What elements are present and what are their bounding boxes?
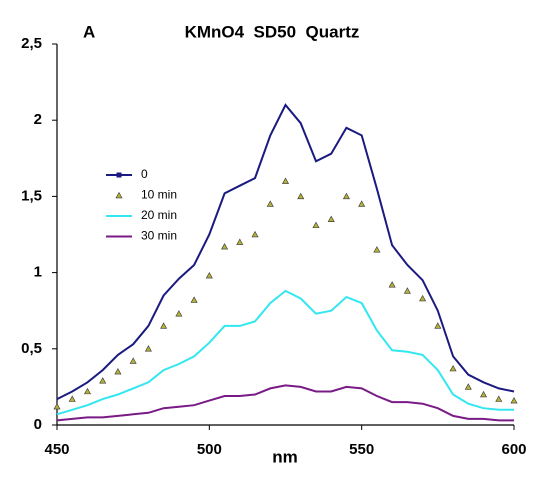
triangle-marker bbox=[129, 357, 137, 364]
triangle-marker bbox=[190, 296, 198, 303]
triangle-marker bbox=[266, 200, 274, 207]
x-tick-label: 550 bbox=[349, 441, 374, 458]
legend-marker bbox=[115, 191, 123, 199]
legend-label: 10 min bbox=[141, 188, 177, 202]
triangle-marker bbox=[464, 383, 472, 390]
x-tick-label: 500 bbox=[197, 441, 222, 458]
chart-title: KMnO4 SD50 Quartz bbox=[185, 22, 360, 41]
triangle-marker bbox=[373, 246, 381, 253]
triangle-marker bbox=[99, 377, 107, 384]
triangle-marker bbox=[419, 294, 427, 302]
y-tick-label: 2,5 bbox=[21, 35, 42, 52]
triangle-marker bbox=[388, 281, 396, 288]
triangle-marker bbox=[205, 272, 213, 279]
triangle-marker bbox=[480, 390, 488, 398]
y-tick-label: 1 bbox=[34, 264, 42, 281]
triangle-marker bbox=[83, 387, 91, 395]
triangle-marker bbox=[251, 230, 259, 238]
triangle-marker bbox=[434, 322, 442, 329]
triangle-marker bbox=[312, 221, 320, 229]
triangle-marker bbox=[160, 322, 168, 329]
triangle-marker bbox=[510, 396, 518, 404]
triangle-marker bbox=[449, 364, 457, 372]
legend-label: 0 bbox=[141, 167, 148, 181]
panel-label: A bbox=[83, 22, 95, 41]
y-tick-label: 1,5 bbox=[21, 187, 42, 204]
triangle-marker bbox=[495, 395, 503, 402]
triangle-marker bbox=[68, 395, 76, 402]
triangle-marker bbox=[403, 287, 411, 294]
legend-marker bbox=[116, 172, 122, 178]
legend-label: 30 min bbox=[141, 229, 177, 243]
series-line bbox=[56, 289, 514, 416]
series-line bbox=[56, 103, 515, 400]
triangle-marker bbox=[297, 192, 305, 200]
triangle-marker bbox=[53, 403, 61, 410]
triangle-marker bbox=[221, 243, 229, 250]
triangle-marker bbox=[342, 192, 350, 200]
legend-label: 20 min bbox=[141, 208, 177, 222]
y-tick-label: 0 bbox=[34, 416, 42, 433]
y-tick-label: 0,5 bbox=[21, 340, 42, 357]
triangle-marker bbox=[236, 238, 244, 245]
triangle-marker bbox=[144, 345, 152, 352]
x-axis-label: nm bbox=[272, 447, 298, 466]
y-tick-label: 2 bbox=[34, 111, 42, 128]
triangle-marker bbox=[114, 368, 122, 375]
x-tick-label: 600 bbox=[501, 441, 526, 458]
triangle-marker bbox=[175, 310, 183, 317]
triangle-marker bbox=[281, 177, 290, 184]
series-line bbox=[56, 384, 514, 422]
triangle-marker bbox=[358, 200, 366, 207]
x-tick-label: 450 bbox=[44, 441, 69, 458]
triangle-marker bbox=[327, 215, 335, 222]
